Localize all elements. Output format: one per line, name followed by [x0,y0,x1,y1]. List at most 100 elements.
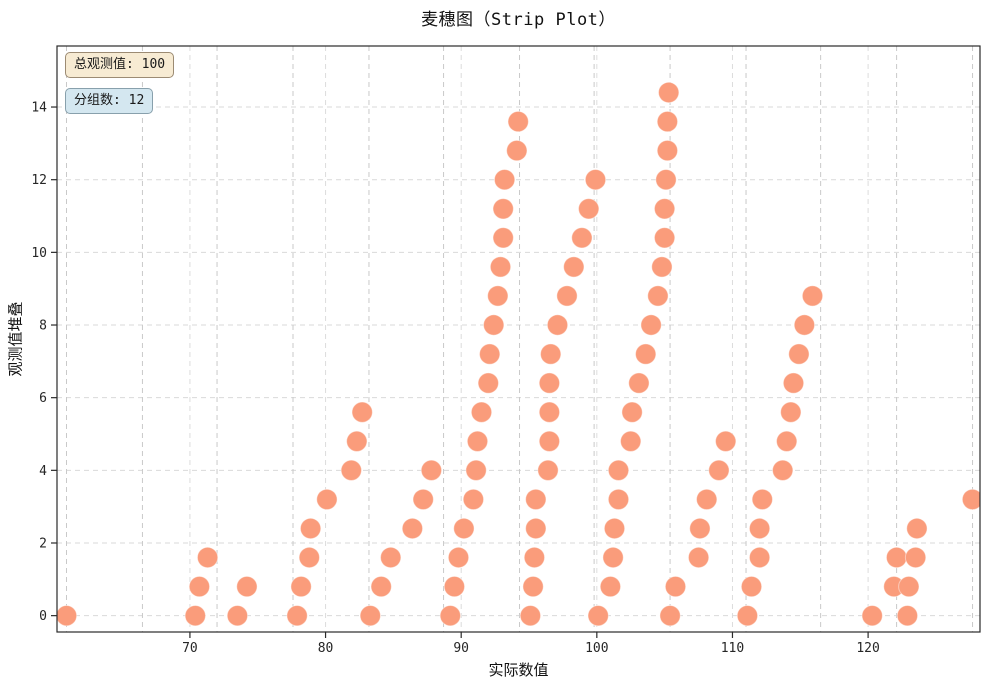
data-point [896,605,919,627]
data-point [620,430,642,452]
data-point [658,81,680,104]
x-tick-label: 100 [585,641,608,656]
data-point [359,605,381,627]
data-point [351,401,373,423]
data-point [493,169,516,191]
data-point [640,314,662,336]
data-point [447,546,470,569]
data-point [655,169,677,191]
axis-ticks: 70 80 90 100 110 120 0 2 4 6 8 10 12 14 [31,101,879,656]
x-tick-label: 70 [182,641,198,656]
data-point [479,343,501,365]
data-point [556,285,578,307]
data-point [740,575,763,598]
y-tick-label: 0 [39,609,47,624]
data-point [523,546,546,569]
data-point [587,605,609,627]
data-point [628,372,650,394]
data-point [483,314,505,336]
data-point [236,575,258,598]
data-point [470,401,493,423]
data-point [751,488,773,511]
data-point [904,546,927,569]
y-tick-label: 10 [31,246,47,261]
data-point [477,372,499,394]
data-point [906,517,928,540]
data-point [715,430,737,452]
data-point [961,488,980,511]
data-point [602,546,624,569]
data-point [651,256,673,278]
data-point [290,575,312,598]
y-tick-label: 2 [39,536,47,551]
data-point [621,401,643,423]
annotation-group-count: 分组数: 12 [65,88,154,114]
data-point [57,605,78,627]
data-point [689,517,711,540]
bin-edge-lines [65,46,974,632]
data-point [571,227,593,249]
data-point [506,139,528,162]
x-tick-label: 80 [318,641,334,656]
data-point [607,488,630,511]
data-point [659,605,681,627]
data-point [466,430,489,452]
data-point [772,459,794,481]
data-point [538,430,561,452]
data-point [656,110,679,133]
data-point [298,546,320,569]
x-tick-label: 90 [453,641,469,656]
data-point [782,372,805,394]
data-point [656,139,679,162]
data-point [401,517,424,540]
data-point [370,575,392,598]
data-point [780,401,802,423]
data-point [196,546,219,569]
data-point [664,575,687,598]
data-point [748,517,771,540]
data-point [748,546,771,569]
data-point [299,517,322,540]
data-point [708,459,730,481]
data-point [653,227,676,249]
data-point [522,575,544,598]
data-point [489,256,512,278]
data-point [492,227,514,249]
data-point [525,517,547,540]
data-points [57,81,980,627]
plot-border [56,45,981,633]
data-point [340,459,362,481]
data-point [788,343,810,365]
data-point [462,488,485,511]
data-point [184,605,207,627]
data-point [525,488,547,511]
y-tick-label: 12 [31,173,47,188]
data-point [546,314,569,336]
data-point [188,575,211,598]
data-point [599,575,622,598]
y-tick-label: 14 [31,101,47,116]
data-point [776,430,798,452]
data-point [563,256,585,278]
data-point [380,546,402,569]
data-point [538,372,561,394]
data-point [439,605,461,627]
data-point [420,459,443,481]
data-point [507,110,529,133]
data-point [453,517,475,540]
data-point [687,546,710,569]
x-tick-label: 120 [856,641,879,656]
x-tick-label: 110 [721,641,744,656]
data-point [635,343,657,365]
data-point [603,517,626,540]
grid-lines [57,46,980,632]
data-point [487,285,509,307]
data-point [801,285,824,307]
data-point [885,546,908,569]
data-point [346,430,368,452]
data-point [538,401,561,423]
x-axis-label: 实际数值 [488,661,549,679]
y-tick-label: 6 [39,391,47,406]
